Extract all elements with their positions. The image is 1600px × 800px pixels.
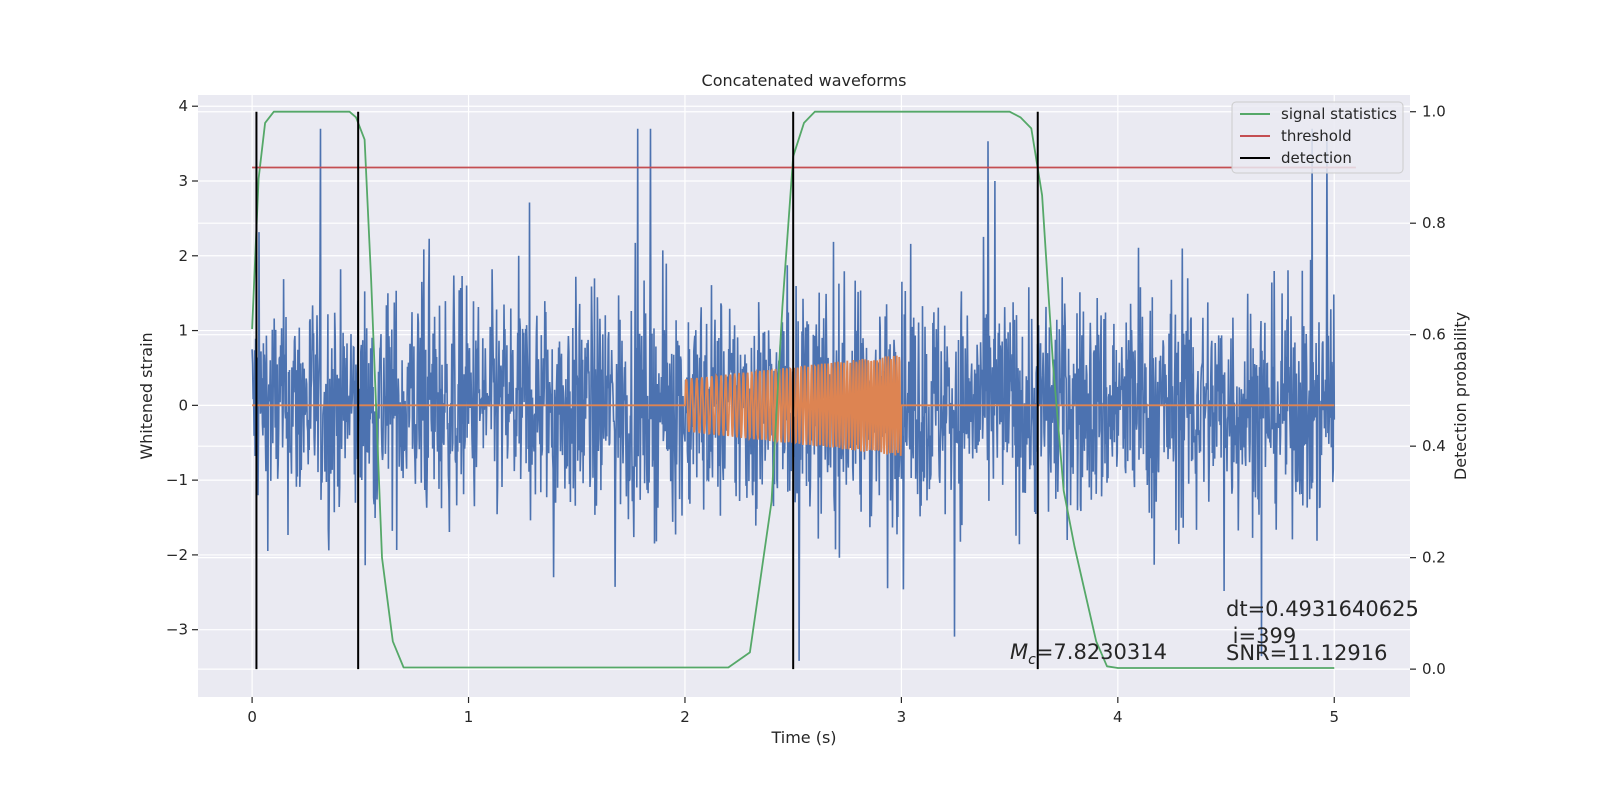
y-right-tick-label: 0.8 <box>1422 214 1446 232</box>
annotation-mc-value: =7.8230314 <box>1036 640 1167 664</box>
y-right-tick-label: 1.0 <box>1422 103 1446 121</box>
y-right-tick-label: 0.0 <box>1422 660 1446 678</box>
y-tick-label: 2 <box>178 247 188 265</box>
y-tick-label: 4 <box>178 97 188 115</box>
x-tick-label: 3 <box>897 708 907 726</box>
annotation-snr: SNR=11.12916 <box>1226 641 1387 665</box>
y-axis-label: Whitened strain <box>137 332 156 459</box>
x-axis: 0 1 2 3 4 5 <box>247 697 1339 726</box>
y-tick-label: −2 <box>166 546 188 564</box>
y-tick-label: 1 <box>178 322 188 340</box>
signal-statistics-line <box>251 110 1335 669</box>
y-tick-label: −3 <box>166 621 188 639</box>
annotation-dt: dt=0.4931640625 <box>1226 597 1419 621</box>
annotation-mc-symbol: M <box>1010 640 1028 664</box>
y-axis-right-label: Detection probability <box>1451 312 1470 480</box>
signal-statistics-series <box>251 110 1335 669</box>
legend-box <box>1231 101 1404 174</box>
y-axis-left: 4 3 2 1 0 −1 −2 −3 <box>166 97 198 639</box>
x-axis-label: Time (s) <box>770 728 836 747</box>
chart-title: Concatenated waveforms <box>702 71 907 90</box>
y-right-tick-label: 0.4 <box>1422 437 1446 455</box>
annotation-chirp-mass: Mc=7.8230314 <box>1010 640 1167 668</box>
x-tick-label: 5 <box>1329 708 1339 726</box>
x-tick-label: 4 <box>1113 708 1123 726</box>
x-tick-label: 0 <box>247 708 257 726</box>
x-tick-label: 1 <box>464 708 474 726</box>
y-axis-right: 1.0 0.8 0.6 0.4 0.2 0.0 <box>1410 103 1446 678</box>
y-tick-label: −1 <box>166 471 188 489</box>
y-tick-label: 0 <box>178 396 188 414</box>
y-tick-label: 3 <box>178 172 188 190</box>
x-tick-label: 2 <box>680 708 690 726</box>
y-right-tick-label: 0.6 <box>1422 326 1446 344</box>
legend-entry-detection: detection <box>1281 149 1352 167</box>
annotation-mc-subscript: c <box>1028 652 1036 668</box>
annotation-index: i=399 <box>1226 624 1296 648</box>
legend-entry-signal-statistics: signal statistics <box>1281 105 1397 123</box>
legend: signal statistics threshold detection <box>1231 101 1404 174</box>
legend-entry-threshold: threshold <box>1281 127 1352 145</box>
detection-series <box>255 111 1039 670</box>
y-right-tick-label: 0.2 <box>1422 549 1446 567</box>
